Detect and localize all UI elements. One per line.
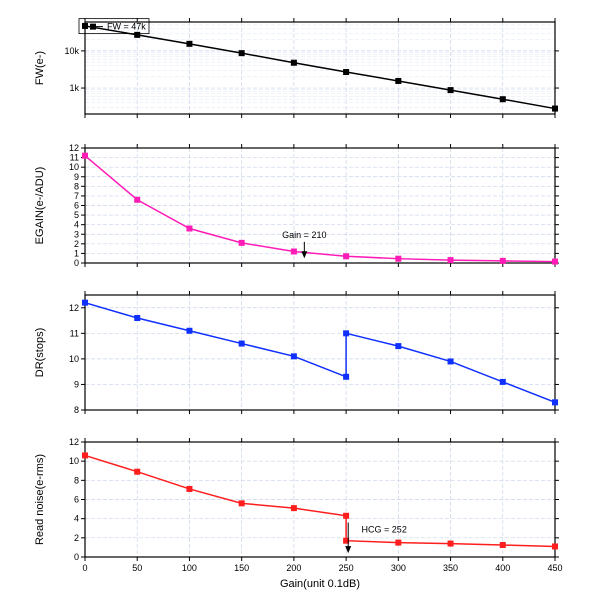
series-marker xyxy=(553,259,558,264)
series-marker xyxy=(500,258,505,263)
ytick-label: 1k xyxy=(69,83,79,93)
series-marker xyxy=(291,354,296,359)
ytick-label: 6 xyxy=(74,201,79,211)
ytick-label: 6 xyxy=(74,495,79,505)
series-marker xyxy=(83,453,88,458)
annotation-text: Gain = 210 xyxy=(282,230,326,240)
series-marker xyxy=(448,258,453,263)
panel-rn: 0 2 4 6 8 10 12 0 50 100 150 200 250 300 350 400 450 Gain… xyxy=(34,437,563,590)
ytick-label: 12 xyxy=(69,143,79,153)
series-marker xyxy=(83,300,88,305)
series-marker xyxy=(135,469,140,474)
series-line xyxy=(85,156,555,262)
y-axis-label: Read noise(e-rms) xyxy=(34,454,46,545)
series-marker xyxy=(239,51,244,56)
ytick-label: 10 xyxy=(69,456,79,466)
ytick-label: 8 xyxy=(74,405,79,415)
ytick-label: 4 xyxy=(74,514,79,524)
series-line xyxy=(85,455,555,546)
ytick-label: 10 xyxy=(69,354,79,364)
ytick-label: 0 xyxy=(74,258,79,268)
series-marker xyxy=(187,328,192,333)
series-marker xyxy=(396,344,401,349)
ytick-label: 0 xyxy=(74,552,79,562)
series-marker xyxy=(448,88,453,93)
y-axis-label: DR(stops) xyxy=(34,328,46,378)
ytick-label: 11 xyxy=(70,328,79,338)
series-marker xyxy=(448,359,453,364)
series-marker xyxy=(135,197,140,202)
series-marker xyxy=(396,256,401,261)
series-marker xyxy=(187,41,192,46)
series-marker xyxy=(500,379,505,384)
series-marker xyxy=(448,541,453,546)
ytick-label: 7 xyxy=(74,191,79,201)
series-marker xyxy=(344,70,349,75)
xtick-label: 350 xyxy=(443,563,458,573)
ytick-label: 5 xyxy=(74,210,79,220)
xtick-label: 50 xyxy=(132,563,142,573)
series-marker xyxy=(396,540,401,545)
series-marker xyxy=(239,341,244,346)
xtick-label: 250 xyxy=(339,563,354,573)
xtick-label: 300 xyxy=(391,563,406,573)
series-marker xyxy=(344,513,349,518)
xtick-label: 400 xyxy=(495,563,510,573)
xtick-label: 100 xyxy=(182,563,197,573)
series-marker xyxy=(187,226,192,231)
series-marker xyxy=(291,506,296,511)
y-axis-label: FW(e-) xyxy=(34,51,46,85)
ytick-label: 10 xyxy=(69,162,79,172)
series-marker xyxy=(553,544,558,549)
series-marker xyxy=(500,97,505,102)
ytick-label: 2 xyxy=(74,239,79,249)
panel-fw: 1k 10k FW(e-) FW = 47k xyxy=(34,18,559,118)
series-marker xyxy=(500,543,505,548)
series-marker xyxy=(291,249,296,254)
ytick-label: 9 xyxy=(74,172,79,182)
ytick-label: 12 xyxy=(69,437,79,447)
y-axis-label: EGAIN(e-/ADU) xyxy=(34,167,46,245)
x-axis-label: Gain(unit 0.1dB) xyxy=(280,578,360,590)
series-marker xyxy=(135,32,140,37)
series-marker xyxy=(553,106,558,111)
ytick-label: 4 xyxy=(74,220,79,230)
panel-dr: 8 9 10 11 12 DR(stops) xyxy=(34,291,559,415)
annotation-text: HCG = 252 xyxy=(362,525,407,535)
ytick-label: 1 xyxy=(74,248,79,258)
sensor-performance-charts: 1k10kFW(e-)FW = 47k0123456789101112EGAIN… xyxy=(0,0,600,600)
xtick-label: 150 xyxy=(234,563,249,573)
xtick-label: 450 xyxy=(547,563,562,573)
series-marker xyxy=(344,331,349,336)
series-marker xyxy=(239,240,244,245)
ytick-label: 8 xyxy=(74,475,79,485)
xtick-label: 0 xyxy=(82,563,87,573)
xtick-label: 200 xyxy=(286,563,301,573)
series-marker xyxy=(135,316,140,321)
series-marker xyxy=(291,60,296,65)
series-marker xyxy=(344,374,349,379)
series-marker xyxy=(396,78,401,83)
annotation-text: FW = 47k xyxy=(107,22,146,32)
ytick-label: 8 xyxy=(74,181,79,191)
chart-svg: 1k10kFW(e-)FW = 47k0123456789101112EGAIN… xyxy=(0,0,600,600)
series-marker xyxy=(344,254,349,259)
ytick-label: 11 xyxy=(70,153,79,163)
series-marker xyxy=(187,486,192,491)
ytick-label: 2 xyxy=(74,533,79,543)
ytick-label: 3 xyxy=(74,229,79,239)
ytick-label: 9 xyxy=(74,379,79,389)
ytick-label: 10k xyxy=(64,46,79,56)
series-marker xyxy=(553,400,558,405)
series-marker xyxy=(83,153,88,158)
ytick-label: 12 xyxy=(69,303,79,313)
series-marker xyxy=(239,501,244,506)
series-marker xyxy=(83,23,88,28)
series-line xyxy=(85,303,555,403)
panel-egain: 0123456789101112EGAIN(e-/ADU)Gain = 210 xyxy=(34,143,559,268)
